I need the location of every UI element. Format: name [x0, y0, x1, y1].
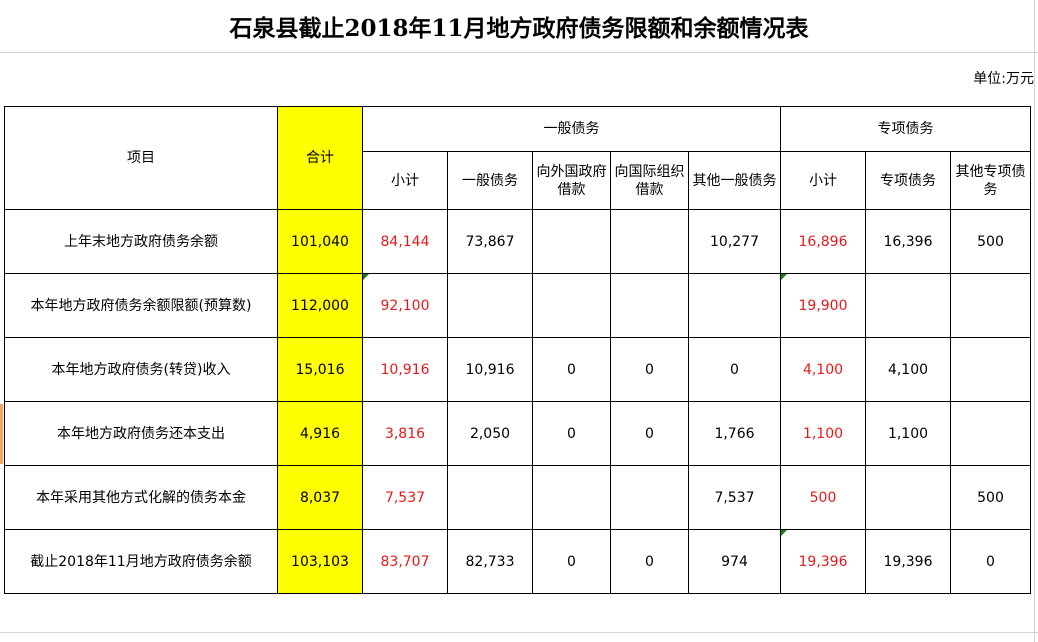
- row-label[interactable]: 本年地方政府债务余额限额(预算数): [4, 273, 278, 338]
- cell-special-subtotal[interactable]: 500: [780, 465, 866, 530]
- cell-special-bond[interactable]: [865, 465, 951, 530]
- cell-total[interactable]: 4,916: [277, 401, 363, 466]
- gridline: [0, 632, 1038, 633]
- cell-foreign-gov-loan[interactable]: [532, 273, 611, 338]
- cell-total[interactable]: 112,000: [277, 273, 363, 338]
- cell-special-bond[interactable]: 1,100: [865, 401, 951, 466]
- cell-total[interactable]: 15,016: [277, 337, 363, 402]
- cell-general-subtotal[interactable]: 3,816: [362, 401, 448, 466]
- row-label[interactable]: 本年地方政府债务(转贷)收入: [4, 337, 278, 402]
- cell-general-bond[interactable]: 2,050: [447, 401, 533, 466]
- cell-general-bond[interactable]: 10,916: [447, 337, 533, 402]
- cell-other-general[interactable]: 0: [688, 337, 781, 402]
- cell-intl-org-loan[interactable]: [610, 209, 689, 274]
- cell-other-general[interactable]: 974: [688, 529, 781, 594]
- cell-intl-org-loan[interactable]: 0: [610, 337, 689, 402]
- header-other-special[interactable]: 其他专项债务: [950, 151, 1031, 210]
- cell-special-subtotal[interactable]: 4,100: [780, 337, 866, 402]
- gridline: [0, 52, 1038, 53]
- row-selection-marker: [0, 404, 3, 464]
- header-item[interactable]: 项目: [4, 106, 278, 210]
- header-special-bond[interactable]: 专项债务: [865, 151, 951, 210]
- row-label[interactable]: 本年采用其他方式化解的债务本金: [4, 465, 278, 530]
- cell-general-bond[interactable]: [447, 273, 533, 338]
- cell-special-bond[interactable]: 19,396: [865, 529, 951, 594]
- cell-other-general[interactable]: 10,277: [688, 209, 781, 274]
- cell-general-subtotal[interactable]: 7,537: [362, 465, 448, 530]
- header-special-subtotal[interactable]: 小计: [780, 151, 866, 210]
- cell-special-subtotal[interactable]: 16,896: [780, 209, 866, 274]
- cell-special-bond[interactable]: 16,396: [865, 209, 951, 274]
- cell-foreign-gov-loan[interactable]: 0: [532, 401, 611, 466]
- cell-total[interactable]: 8,037: [277, 465, 363, 530]
- cell-general-subtotal[interactable]: 10,916: [362, 337, 448, 402]
- cell-foreign-gov-loan[interactable]: [532, 465, 611, 530]
- cell-other-general[interactable]: 1,766: [688, 401, 781, 466]
- header-general-subtotal[interactable]: 小计: [362, 151, 448, 210]
- table-row: 本年地方政府债务还本支出 4,916 3,816 2,050 0 0 1,766…: [4, 401, 1031, 466]
- row-label[interactable]: 截止2018年11月地方政府债务余额: [4, 529, 278, 594]
- cell-other-general[interactable]: [688, 273, 781, 338]
- sheet-title[interactable]: 石泉县截止2018年11月地方政府债务限额和余额情况表: [229, 15, 809, 42]
- cell-special-bond[interactable]: [865, 273, 951, 338]
- cell-foreign-gov-loan[interactable]: 0: [532, 529, 611, 594]
- table-row: 截止2018年11月地方政府债务余额 103,103 83,707 82,733…: [4, 529, 1031, 594]
- cell-other-special[interactable]: [950, 337, 1031, 402]
- cell-special-subtotal[interactable]: 19,900: [780, 273, 866, 338]
- row-label[interactable]: 上年末地方政府债务余额: [4, 209, 278, 274]
- header-special-group[interactable]: 专项债务: [780, 106, 1031, 152]
- cell-foreign-gov-loan[interactable]: 0: [532, 337, 611, 402]
- cell-other-general[interactable]: 7,537: [688, 465, 781, 530]
- cell-general-subtotal[interactable]: 83,707: [362, 529, 448, 594]
- gridline: [1034, 0, 1035, 642]
- header-other-general[interactable]: 其他一般债务: [688, 151, 781, 210]
- cell-special-bond[interactable]: 4,100: [865, 337, 951, 402]
- cell-other-special[interactable]: 500: [950, 465, 1031, 530]
- header-general-bond[interactable]: 一般债务: [447, 151, 533, 210]
- header-general-group[interactable]: 一般债务: [362, 106, 781, 152]
- unit-label[interactable]: 单位:万元: [973, 71, 1034, 87]
- cell-total[interactable]: 103,103: [277, 529, 363, 594]
- cell-special-subtotal[interactable]: 1,100: [780, 401, 866, 466]
- cell-general-bond[interactable]: 82,733: [447, 529, 533, 594]
- cell-other-special[interactable]: 500: [950, 209, 1031, 274]
- header-intl-org-loan[interactable]: 向国际组织借款: [610, 151, 689, 210]
- cell-intl-org-loan[interactable]: 0: [610, 401, 689, 466]
- cell-other-special[interactable]: 0: [950, 529, 1031, 594]
- cell-special-subtotal[interactable]: 19,396: [780, 529, 866, 594]
- cell-intl-org-loan[interactable]: 0: [610, 529, 689, 594]
- cell-general-subtotal[interactable]: 92,100: [362, 273, 448, 338]
- table-row: 本年采用其他方式化解的债务本金 8,037 7,537 7,537 500 50…: [4, 465, 1031, 530]
- cell-foreign-gov-loan[interactable]: [532, 209, 611, 274]
- row-label[interactable]: 本年地方政府债务还本支出: [4, 401, 278, 466]
- table-row: 本年地方政府债务(转贷)收入 15,016 10,916 10,916 0 0 …: [4, 337, 1031, 402]
- cell-other-special[interactable]: [950, 273, 1031, 338]
- cell-general-subtotal[interactable]: 84,144: [362, 209, 448, 274]
- cell-intl-org-loan[interactable]: [610, 273, 689, 338]
- cell-total[interactable]: 101,040: [277, 209, 363, 274]
- cell-general-bond[interactable]: 73,867: [447, 209, 533, 274]
- header-total[interactable]: 合计: [277, 106, 363, 210]
- table-row: 本年地方政府债务余额限额(预算数) 112,000 92,100 19,900: [4, 273, 1031, 338]
- cell-general-bond[interactable]: [447, 465, 533, 530]
- table-row: 上年末地方政府债务余额 101,040 84,144 73,867 10,277…: [4, 209, 1031, 274]
- cell-intl-org-loan[interactable]: [610, 465, 689, 530]
- cell-other-special[interactable]: [950, 401, 1031, 466]
- header-foreign-gov-loan[interactable]: 向外国政府借款: [532, 151, 611, 210]
- debt-table: 项目 合计 一般债务 专项债务 小计 一般债务 向外国政府借款 向国际组织借款 …: [4, 106, 1031, 594]
